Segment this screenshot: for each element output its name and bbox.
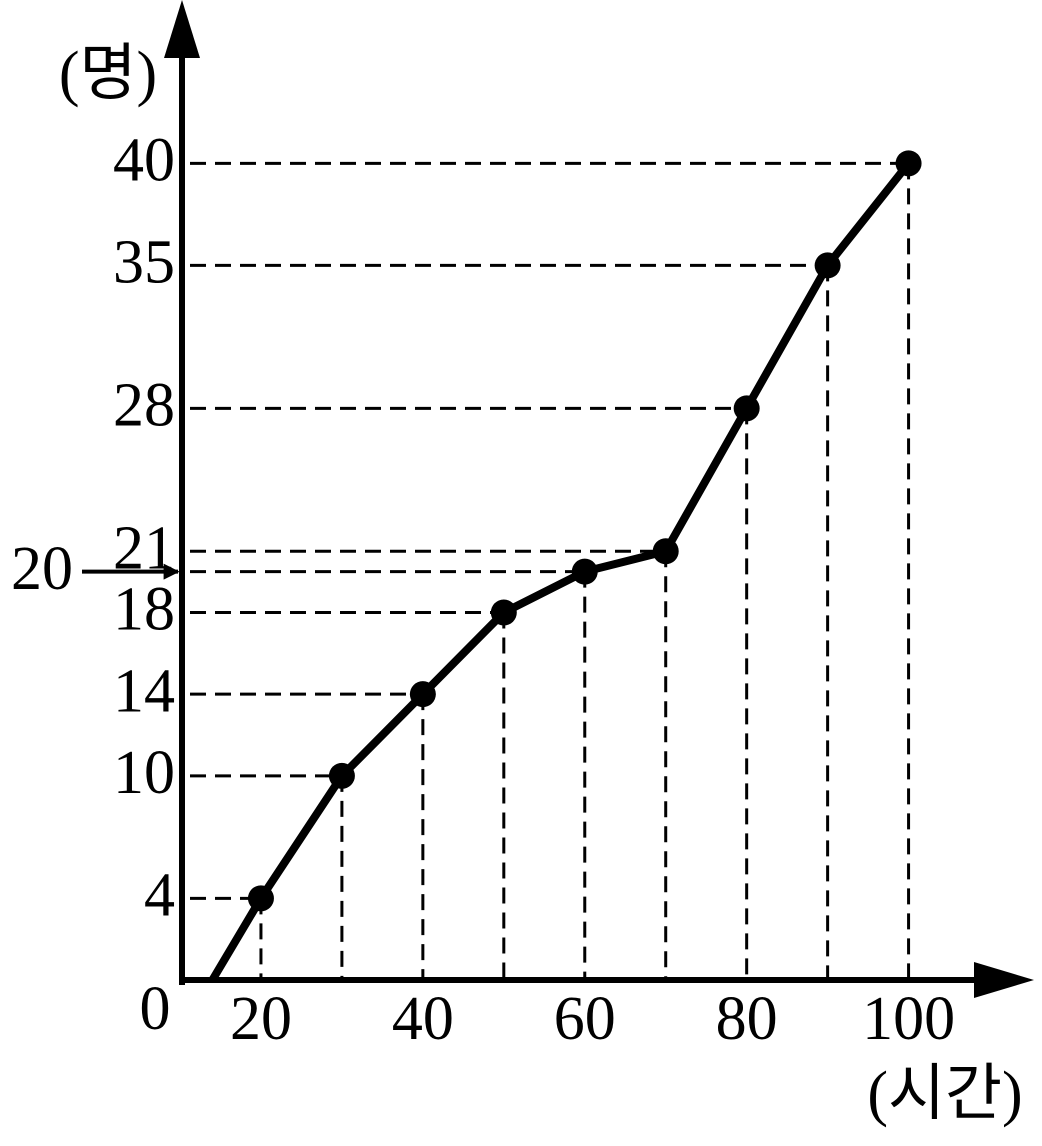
y-tick-label: 18	[113, 576, 175, 644]
data-point	[490, 599, 517, 626]
data-point	[733, 395, 760, 422]
y-tick-label: 14	[113, 657, 175, 725]
x-axis-label: (시간)	[867, 1060, 1022, 1128]
data-point	[409, 681, 436, 708]
y-tick-label: 10	[113, 739, 175, 807]
y-axis-arrow	[164, 0, 200, 58]
x-tick-label: 20	[230, 985, 292, 1053]
y-tick-label: 35	[113, 229, 175, 297]
x-axis-arrow	[974, 962, 1034, 998]
data-point	[328, 762, 355, 789]
x-tick-label: 40	[392, 985, 454, 1053]
y-tick-label: 28	[113, 372, 175, 440]
origin-label: 0	[140, 975, 171, 1043]
data-point	[571, 558, 598, 585]
y-tick-label: 40	[113, 127, 175, 195]
data-point	[652, 538, 679, 565]
y-tick-label: 4	[144, 862, 175, 930]
data-point	[895, 150, 922, 177]
data-point	[814, 252, 841, 279]
data-point	[247, 885, 274, 912]
annotation-label: 20	[11, 535, 73, 603]
x-tick-label: 100	[862, 985, 955, 1053]
y-axis-label: (명)	[59, 40, 157, 108]
data-line	[208, 160, 912, 983]
x-tick-label: 80	[716, 985, 778, 1053]
x-tick-label: 60	[554, 985, 616, 1053]
